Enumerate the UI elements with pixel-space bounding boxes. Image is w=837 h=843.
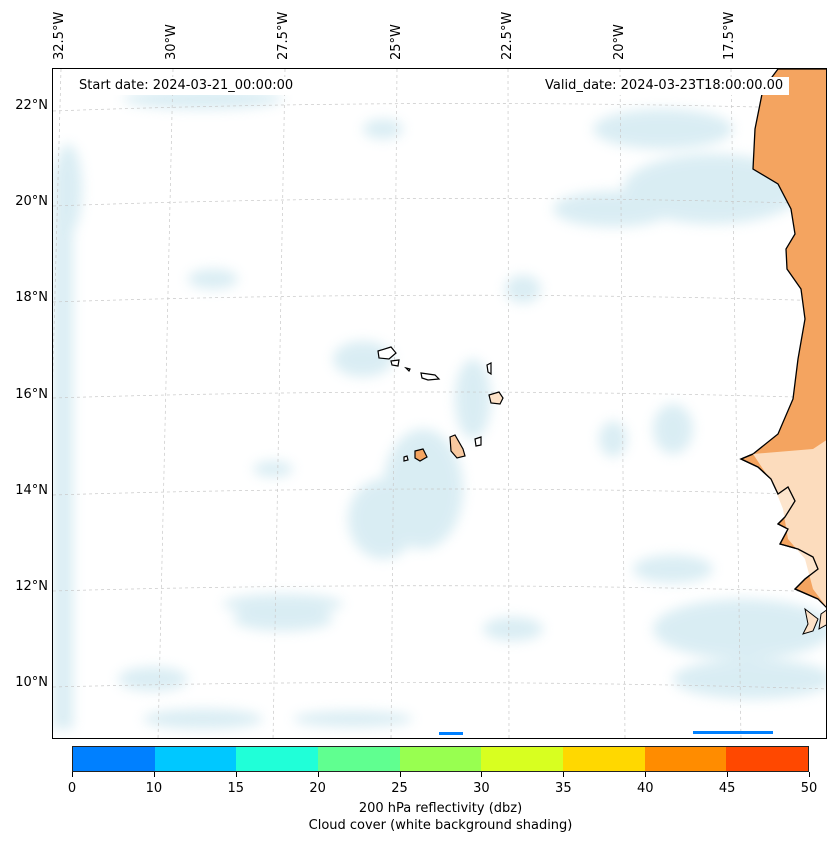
latitude-label: 14°N: [15, 483, 48, 498]
colorbar-tick-label: 30: [473, 781, 490, 796]
valid-date-label: Valid_date: 2024-03-23T18:00:00.00: [539, 77, 790, 95]
cape-verde-islands: [377, 346, 504, 462]
colorbar-tick-label: 25: [391, 781, 408, 796]
colorbar-tick-label: 10: [145, 781, 163, 796]
colorbar-segment: [236, 747, 319, 771]
graticule: [53, 69, 826, 738]
colorbar-tick: [481, 772, 483, 777]
colorbar-tick: [727, 772, 729, 777]
colorbar: [72, 746, 809, 772]
colorbar-tick-label: 50: [800, 781, 818, 796]
colorbar-tick: [317, 772, 319, 777]
colorbar-tick-label: 20: [309, 781, 326, 796]
latitude-label: 20°N: [15, 194, 48, 209]
latitude-label: 10°N: [15, 675, 48, 690]
colorbar-tick: [72, 772, 73, 777]
latitude-label: 16°N: [15, 387, 48, 402]
reflectivity-cells: [439, 731, 773, 735]
colorbar-tick: [153, 772, 155, 777]
colorbar-tick: [809, 772, 810, 777]
colorbar-segment: [563, 747, 645, 771]
colorbar-tick: [645, 772, 647, 777]
longitude-label: 25°W: [389, 24, 404, 60]
colorbar-segment: [73, 747, 155, 771]
colorbar-tick-label: 40: [636, 781, 654, 796]
longitude-label: 27.5°W: [276, 11, 291, 60]
longitude-label: 20°W: [612, 24, 627, 60]
colorbar-tick: [399, 772, 401, 777]
africa-coastline: [739, 69, 826, 635]
start-date-label: Start date: 2024-03-21_00:00:00: [73, 77, 300, 95]
cloud-cover-shading: [53, 89, 826, 729]
colorbar-segment: [726, 747, 809, 771]
colorbar-segment: [154, 747, 237, 771]
latitude-label: 12°N: [15, 579, 48, 594]
colorbar-title: 200 hPa reflectivity (dbz): [358, 801, 523, 816]
longitude-label: 32.5°W: [52, 11, 67, 60]
colorbar-tick-label: 35: [555, 781, 572, 796]
colorbar-segment: [481, 747, 564, 771]
colorbar-segment: [318, 747, 400, 771]
latitude-label: 22°N: [15, 98, 48, 113]
colorbar-segment: [644, 747, 727, 771]
colorbar-segment: [399, 747, 482, 771]
map-canvas: [53, 69, 826, 738]
colorbar-subtitle: Cloud cover (white background shading): [308, 818, 573, 833]
colorbar-tick: [235, 772, 237, 777]
longitude-label: 17.5°W: [722, 11, 737, 60]
longitude-label: 22.5°W: [500, 11, 515, 60]
map-panel: [52, 68, 827, 739]
colorbar-tick: [563, 772, 565, 777]
colorbar-tick-label: 0: [67, 781, 77, 796]
colorbar-tick-label: 15: [227, 781, 245, 796]
colorbar-tick-label: 45: [718, 781, 736, 796]
longitude-label: 30°W: [164, 24, 179, 60]
latitude-label: 18°N: [15, 290, 48, 305]
